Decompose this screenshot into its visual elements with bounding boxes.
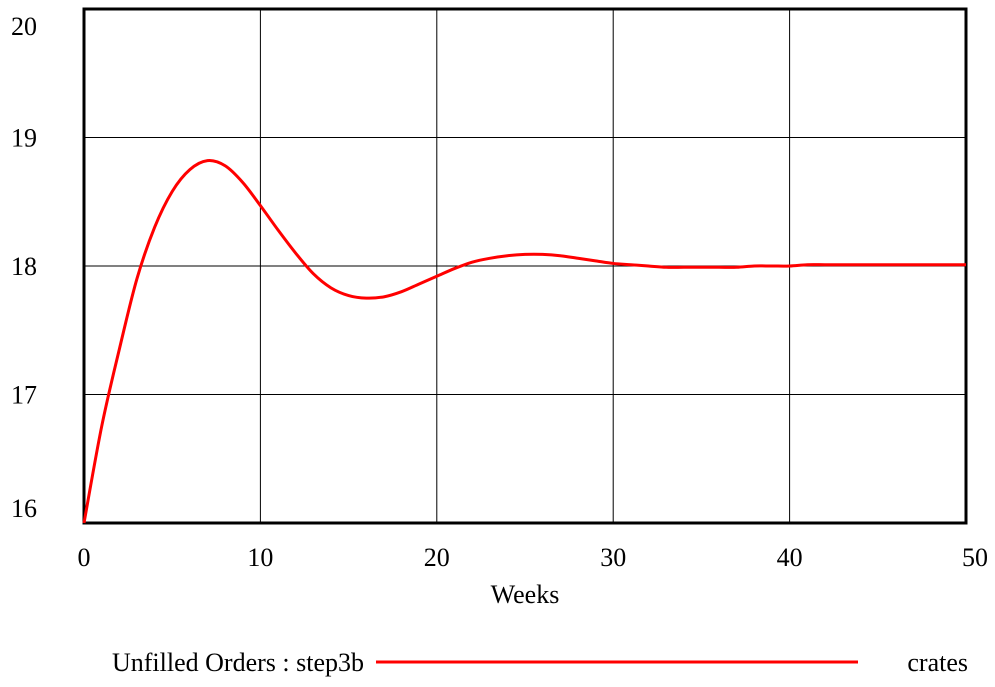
grid-lines (84, 9, 966, 523)
x-tick-label: 10 (247, 543, 273, 572)
x-tick-label: 20 (424, 543, 450, 572)
y-tick-labels: 16 17 18 19 20 (11, 12, 37, 523)
x-tick-label: 50 (962, 543, 988, 572)
legend: Unfilled Orders : step3b crates (112, 648, 968, 677)
x-tick-label: 40 (777, 543, 803, 572)
y-tick-label: 17 (11, 381, 37, 410)
x-tick-label: 0 (78, 543, 91, 572)
x-tick-label: 30 (600, 543, 626, 572)
series-line-unfilled-orders (82, 159, 966, 524)
legend-unit: crates (907, 648, 968, 677)
y-tick-label: 20 (11, 12, 37, 41)
y-tick-label: 18 (11, 252, 37, 281)
y-tick-label: 19 (11, 124, 37, 153)
legend-series-name: Unfilled Orders : step3b (112, 648, 364, 677)
y-tick-label: 16 (11, 494, 37, 523)
x-tick-labels: 0 10 20 30 40 50 (78, 543, 989, 572)
x-axis-label: Weeks (491, 580, 560, 609)
